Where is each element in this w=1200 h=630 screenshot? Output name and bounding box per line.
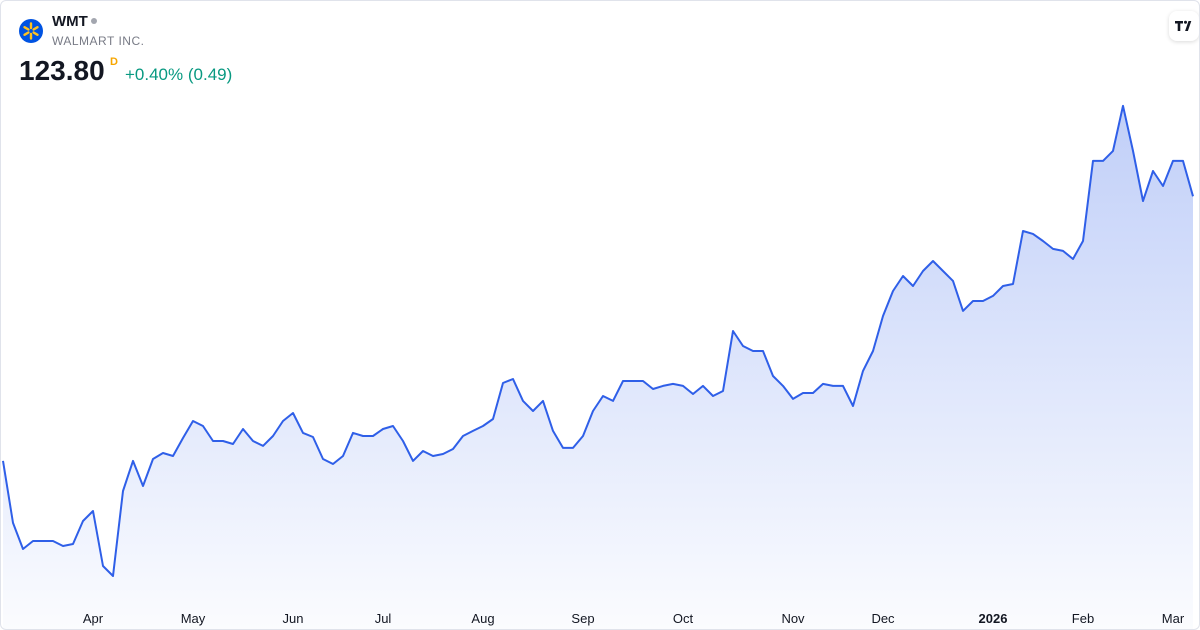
x-tick-label: Sep bbox=[571, 611, 594, 626]
area-fill bbox=[3, 105, 1193, 629]
x-tick-label: Nov bbox=[781, 611, 805, 626]
x-tick-label: Dec bbox=[871, 611, 895, 626]
x-tick-label: Jun bbox=[283, 611, 304, 626]
status-dot bbox=[91, 18, 97, 24]
x-tick-label: Oct bbox=[673, 611, 694, 626]
x-tick-label: 2026 bbox=[979, 611, 1008, 626]
company-name: WALMART INC. bbox=[52, 34, 145, 48]
x-tick-label: Mar bbox=[1162, 611, 1185, 626]
price-line bbox=[2, 104, 1194, 577]
x-tick-label: Feb bbox=[1072, 611, 1094, 626]
brand-logo[interactable] bbox=[1169, 11, 1199, 41]
price-flag: D bbox=[110, 56, 118, 68]
x-tick-label: Aug bbox=[471, 611, 494, 626]
logo bbox=[19, 19, 43, 43]
symbol: WMT bbox=[52, 13, 88, 30]
price-change: +0.40% (0.49) bbox=[125, 65, 233, 84]
price: 123.80 bbox=[19, 55, 105, 86]
x-tick-label: May bbox=[181, 611, 206, 626]
x-tick-label: Apr bbox=[83, 611, 104, 626]
x-tick-label: Jul bbox=[375, 611, 392, 626]
